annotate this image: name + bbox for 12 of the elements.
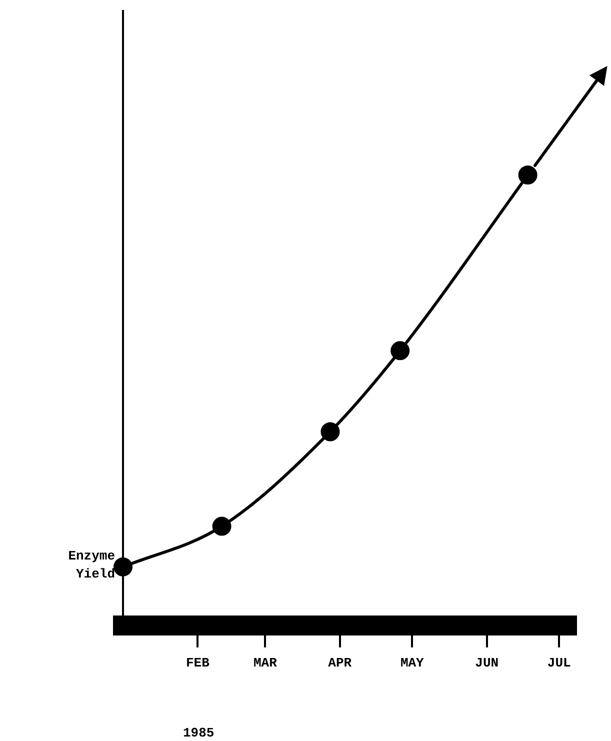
point (390, 341, 410, 360)
x-tick-label: APR (328, 655, 352, 670)
point (518, 166, 538, 184)
y-axis-title: Enzyme Yield (68, 548, 116, 582)
x-tick-label: FEB (186, 655, 210, 670)
x-tick-label: JUL (547, 655, 572, 670)
point (212, 516, 232, 536)
text: 1985 (183, 725, 214, 740)
x-tick-label: JUN (475, 655, 499, 670)
x-tick-label: MAR (253, 655, 278, 670)
point (320, 422, 340, 442)
x-tick-label: MAY (400, 655, 424, 670)
